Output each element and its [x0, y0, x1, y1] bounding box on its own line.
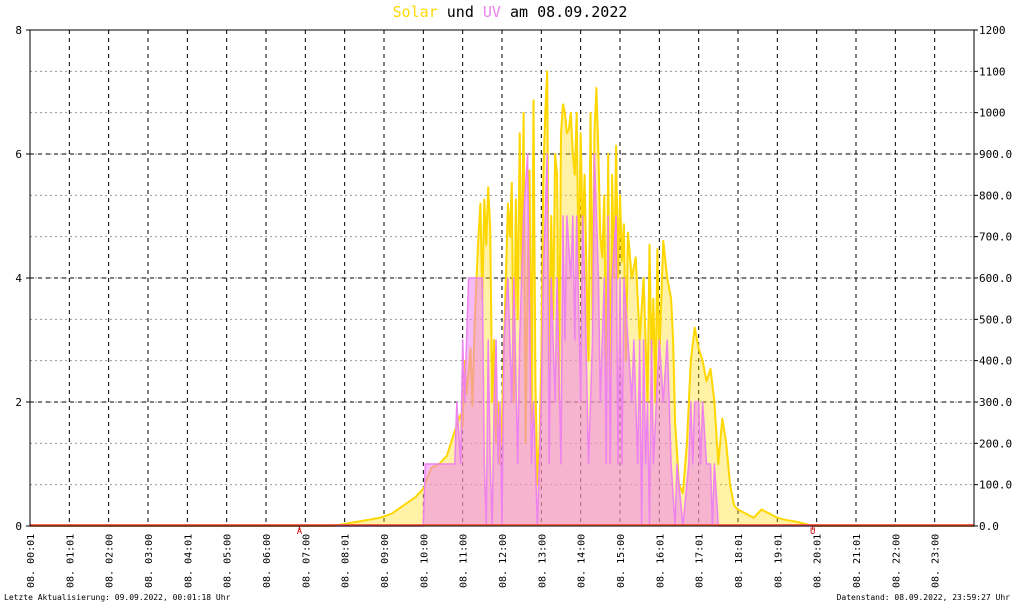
sun-marker-label: A [297, 527, 303, 537]
last-update-text: Letzte Aktualisierung: 09.09.2022, 00:01… [4, 593, 231, 602]
left-tick-label: 4 [15, 272, 22, 285]
x-tick-label: 08. 13:00 [537, 534, 548, 588]
right-tick-label: 200.0 [979, 437, 1012, 450]
x-tick-label: 08. 05:00 [223, 534, 234, 588]
left-tick-label: 2 [15, 396, 22, 409]
right-tick-label: 0.0 [979, 520, 999, 533]
x-tick-label: 08. 02:00 [105, 534, 116, 588]
right-tick-label: 1100 [979, 65, 1006, 78]
chart-title: Solar und UV am 08.09.2022 [0, 3, 1020, 21]
x-tick-label: 08. 09:00 [380, 534, 391, 588]
title-date: am 08.09.2022 [500, 3, 628, 21]
data-status-text: Datenstand: 08.09.2022, 23:59:27 Uhr [836, 593, 1010, 602]
x-tick-label: 08. 14:00 [577, 534, 588, 588]
x-tick-label: 08. 10:00 [419, 534, 430, 588]
right-tick-label: 700.0 [979, 231, 1012, 244]
x-tick-label: 08. 00:01 [26, 534, 37, 588]
x-tick-label: 08. 19:01 [773, 534, 784, 588]
x-tick-label: 08. 12:00 [498, 534, 509, 588]
grid-lines [30, 30, 974, 526]
plot-frame [29, 29, 975, 527]
x-tick-label: 08. 17:01 [695, 534, 706, 588]
right-tick-label: 900.0 [979, 148, 1012, 161]
right-y-axis: 0.0 100.0 200.0 300.0 400.0 500.0 600.0 700.0 80… [974, 24, 1012, 533]
right-tick-label: 1000 [979, 107, 1006, 120]
x-axis: 08. 00:01 08. 01:01 08. 02:00 08. 03:00 08. … [26, 534, 942, 588]
x-tick-label: 08. 21:01 [852, 534, 863, 588]
x-tick-label: 08. 15:00 [616, 534, 627, 588]
x-tick-label: 08. 07:00 [301, 534, 312, 588]
right-tick-label: 400.0 [979, 355, 1012, 368]
x-tick-label: 08. 08:01 [341, 534, 352, 588]
right-tick-label: 300.0 [979, 396, 1012, 409]
left-tick-label: 8 [15, 24, 22, 37]
left-tick-label: 6 [15, 148, 22, 161]
x-tick-label: 08. 04:01 [183, 534, 194, 588]
x-tick-label: 08. 16:01 [655, 534, 666, 588]
right-tick-label: 500.0 [979, 313, 1012, 326]
series-layer [30, 70, 974, 527]
x-tick-label: 08. 06:00 [262, 534, 273, 588]
x-tick-label: 08. 11:00 [459, 534, 470, 588]
x-tick-label: 08. 23:00 [931, 534, 942, 588]
left-tick-label: 0 [15, 520, 22, 533]
left-y-axis: 0 2 4 6 8 [15, 24, 30, 533]
x-tick-label: 08. 01:01 [65, 534, 76, 588]
right-tick-label: 1200 [979, 24, 1006, 37]
x-tick-label: 08. 03:00 [144, 534, 155, 588]
right-tick-label: 800.0 [979, 189, 1012, 202]
title-solar-word: Solar [392, 3, 438, 21]
uv-series-line [30, 153, 974, 527]
x-tick-label: 08. 18:01 [734, 534, 745, 588]
right-tick-label: 600.0 [979, 272, 1012, 285]
sun-marker-label: U [810, 527, 815, 537]
x-tick-label: 08. 20:01 [813, 534, 824, 588]
right-tick-label: 100.0 [979, 479, 1012, 492]
solar-series-line [30, 70, 974, 527]
title-uv-word: UV [482, 3, 501, 21]
x-tick-label: 08. 22:00 [891, 534, 902, 588]
title-und-word: und [437, 3, 483, 21]
